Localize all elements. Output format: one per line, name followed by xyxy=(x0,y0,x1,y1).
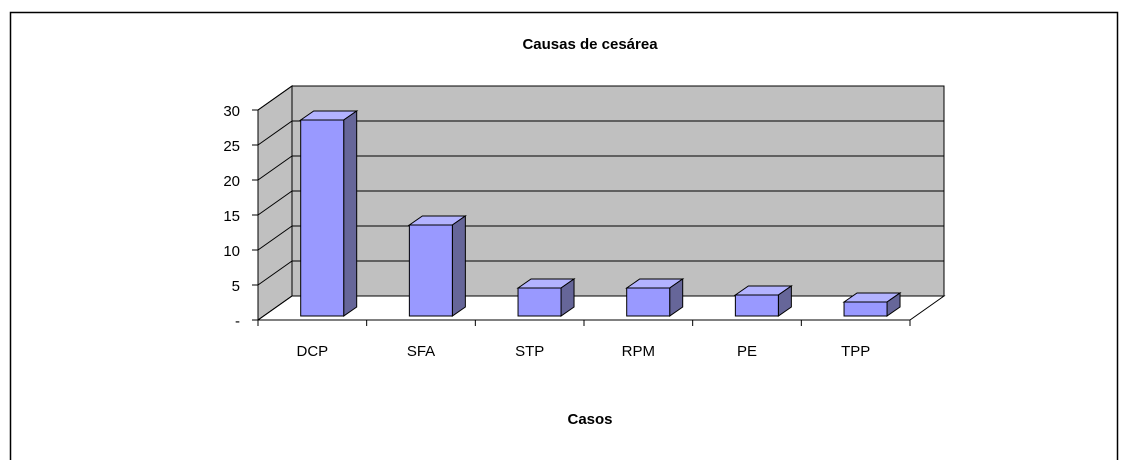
y-tick-label: 20 xyxy=(223,173,240,190)
x-tick-label: RPM xyxy=(622,343,655,360)
y-tick-label: 15 xyxy=(223,208,240,225)
grid-line xyxy=(257,260,293,286)
bar xyxy=(734,294,779,317)
bar xyxy=(626,287,671,317)
bar xyxy=(300,119,345,317)
bar xyxy=(843,301,888,317)
x-axis-title: Casos xyxy=(567,411,612,428)
x-tick-label: SFA xyxy=(407,343,435,360)
x-tick-label: TPP xyxy=(841,343,870,360)
y-tick-label: 25 xyxy=(223,138,240,155)
grid-line xyxy=(257,295,293,321)
bar xyxy=(408,224,453,317)
grid-line xyxy=(257,155,293,181)
x-tick-label: STP xyxy=(515,343,544,360)
bar xyxy=(517,287,562,317)
grid-line xyxy=(257,85,293,111)
floor xyxy=(256,295,946,321)
y-tick-label: 10 xyxy=(223,243,240,260)
grid-line xyxy=(257,190,293,216)
bar-side xyxy=(451,215,466,317)
x-tick-label: PE xyxy=(737,343,757,360)
y-tick-label: 5 xyxy=(232,278,240,295)
x-tick-label: DCP xyxy=(296,343,328,360)
chart-title: Causas de cesárea xyxy=(522,36,658,53)
y-tick-label: - xyxy=(235,313,240,330)
y-tick-label: 30 xyxy=(223,103,240,120)
grid-line xyxy=(257,120,293,146)
grid-line xyxy=(257,225,293,251)
bar-side xyxy=(343,110,358,317)
